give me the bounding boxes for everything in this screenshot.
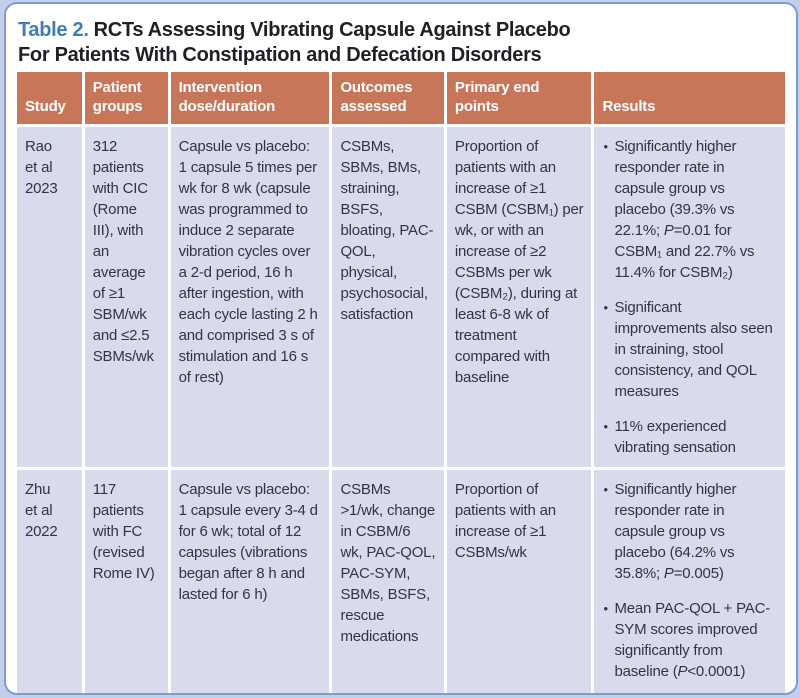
col-header-patient-groups: Patient groups xyxy=(84,72,168,124)
result-item: 11% experienced vibrating sensation xyxy=(602,416,777,458)
col-header-study: Study xyxy=(17,72,82,124)
header-row: Study Patient groups Intervention dose/d… xyxy=(17,72,785,124)
table-card: Table 2. RCTs Assessing Vibrating Capsule… xyxy=(4,2,798,695)
results-bullet-list: Significantly higher responder rate in c… xyxy=(602,479,777,693)
cell-endpoints: Proportion of patients with an increase … xyxy=(446,127,592,467)
col-header-endpoints: Primary end points xyxy=(446,72,592,124)
result-item: Mean PAC-QOL + PAC-SYM scores improved s… xyxy=(602,598,777,682)
col-header-intervention: Intervention dose/duration xyxy=(170,72,330,124)
cell-intervention: Capsule vs placebo: 1 capsule every 3-4 … xyxy=(170,470,330,693)
rct-comparison-table: Study Patient groups Intervention dose/d… xyxy=(14,69,788,693)
cell-outcomes: CSBMs >1/wk, change in CSBM/6 wk, PAC-QO… xyxy=(332,470,444,693)
result-item: Significantly higher responder rate in c… xyxy=(602,479,777,584)
cell-study: Zhu et al 2022 xyxy=(17,470,82,693)
cell-outcomes: CSBMs, SBMs, BMs, straining, BSFS, bloat… xyxy=(332,127,444,467)
table-row-rao-2023: Rao et al 2023 312 patients with CIC (Ro… xyxy=(17,127,785,467)
cell-endpoints: Proportion of patients with an increase … xyxy=(446,470,592,693)
results-bullet-list: Significantly higher responder rate in c… xyxy=(602,136,777,458)
table-number-label: Table 2. xyxy=(18,19,89,41)
title-text-line2: For Patients With Constipation and Defec… xyxy=(18,44,542,66)
title-text-line1: RCTs Assessing Vibrating Capsule Against… xyxy=(93,19,571,41)
result-item: Significantly higher responder rate in c… xyxy=(602,136,777,283)
cell-patient-groups: 312 patients with CIC (Rome III), with a… xyxy=(84,127,168,467)
col-header-outcomes: Outcomes assessed xyxy=(332,72,444,124)
cell-intervention: Capsule vs placebo: 1 capsule 5 times pe… xyxy=(170,127,330,467)
cell-results: Significantly higher responder rate in c… xyxy=(594,127,785,467)
col-header-results: Results xyxy=(594,72,785,124)
cell-patient-groups: 117 patients with FC (revised Rome IV) xyxy=(84,470,168,693)
cell-results: Significantly higher responder rate in c… xyxy=(594,470,785,693)
table-row-zhu-2022: Zhu et al 2022 117 patients with FC (rev… xyxy=(17,470,785,693)
result-item: Significant improvements also seen in st… xyxy=(602,297,777,402)
cell-study: Rao et al 2023 xyxy=(17,127,82,467)
page-title: Table 2. RCTs Assessing Vibrating Capsule… xyxy=(18,18,788,68)
title-line-1: Table 2. RCTs Assessing Vibrating Capsule… xyxy=(18,18,788,43)
